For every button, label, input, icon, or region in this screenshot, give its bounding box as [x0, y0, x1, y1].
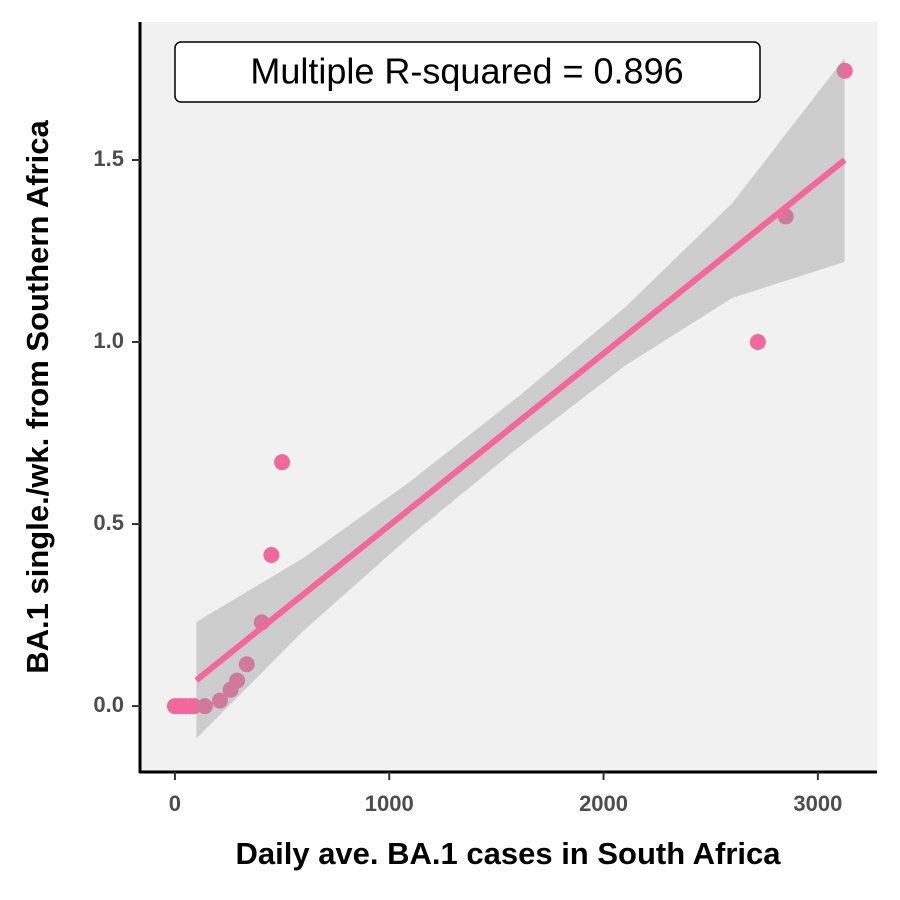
y-tick-label: 0.5 [93, 510, 124, 535]
annotation-box [174, 41, 761, 103]
x-tick-label: 3000 [793, 791, 842, 816]
point [263, 547, 280, 564]
plot-panel [140, 22, 877, 772]
point [274, 454, 291, 471]
y-tick-label: 0.0 [93, 692, 124, 717]
x-tick-label: 1000 [365, 791, 414, 816]
point [238, 656, 255, 673]
annotation: Multiple R-squared = 0.896 [250, 51, 683, 92]
x-axis-title: Daily ave. BA.1 cases in South Africa [235, 836, 781, 871]
marks [166, 58, 853, 739]
x-tick-label: 2000 [579, 791, 628, 816]
fit-line [194, 157, 847, 683]
point [229, 672, 246, 689]
x-tick-label: 0 [169, 791, 181, 816]
y-tick-label: 1.0 [93, 328, 124, 353]
point [196, 698, 213, 715]
y-tick-label: 1.5 [93, 146, 124, 171]
y-axis-title: BA.1 single./wk. from Southern Africa [20, 119, 55, 673]
confidence-band [196, 58, 845, 739]
point [211, 692, 228, 709]
point [749, 334, 766, 351]
point [836, 62, 853, 79]
